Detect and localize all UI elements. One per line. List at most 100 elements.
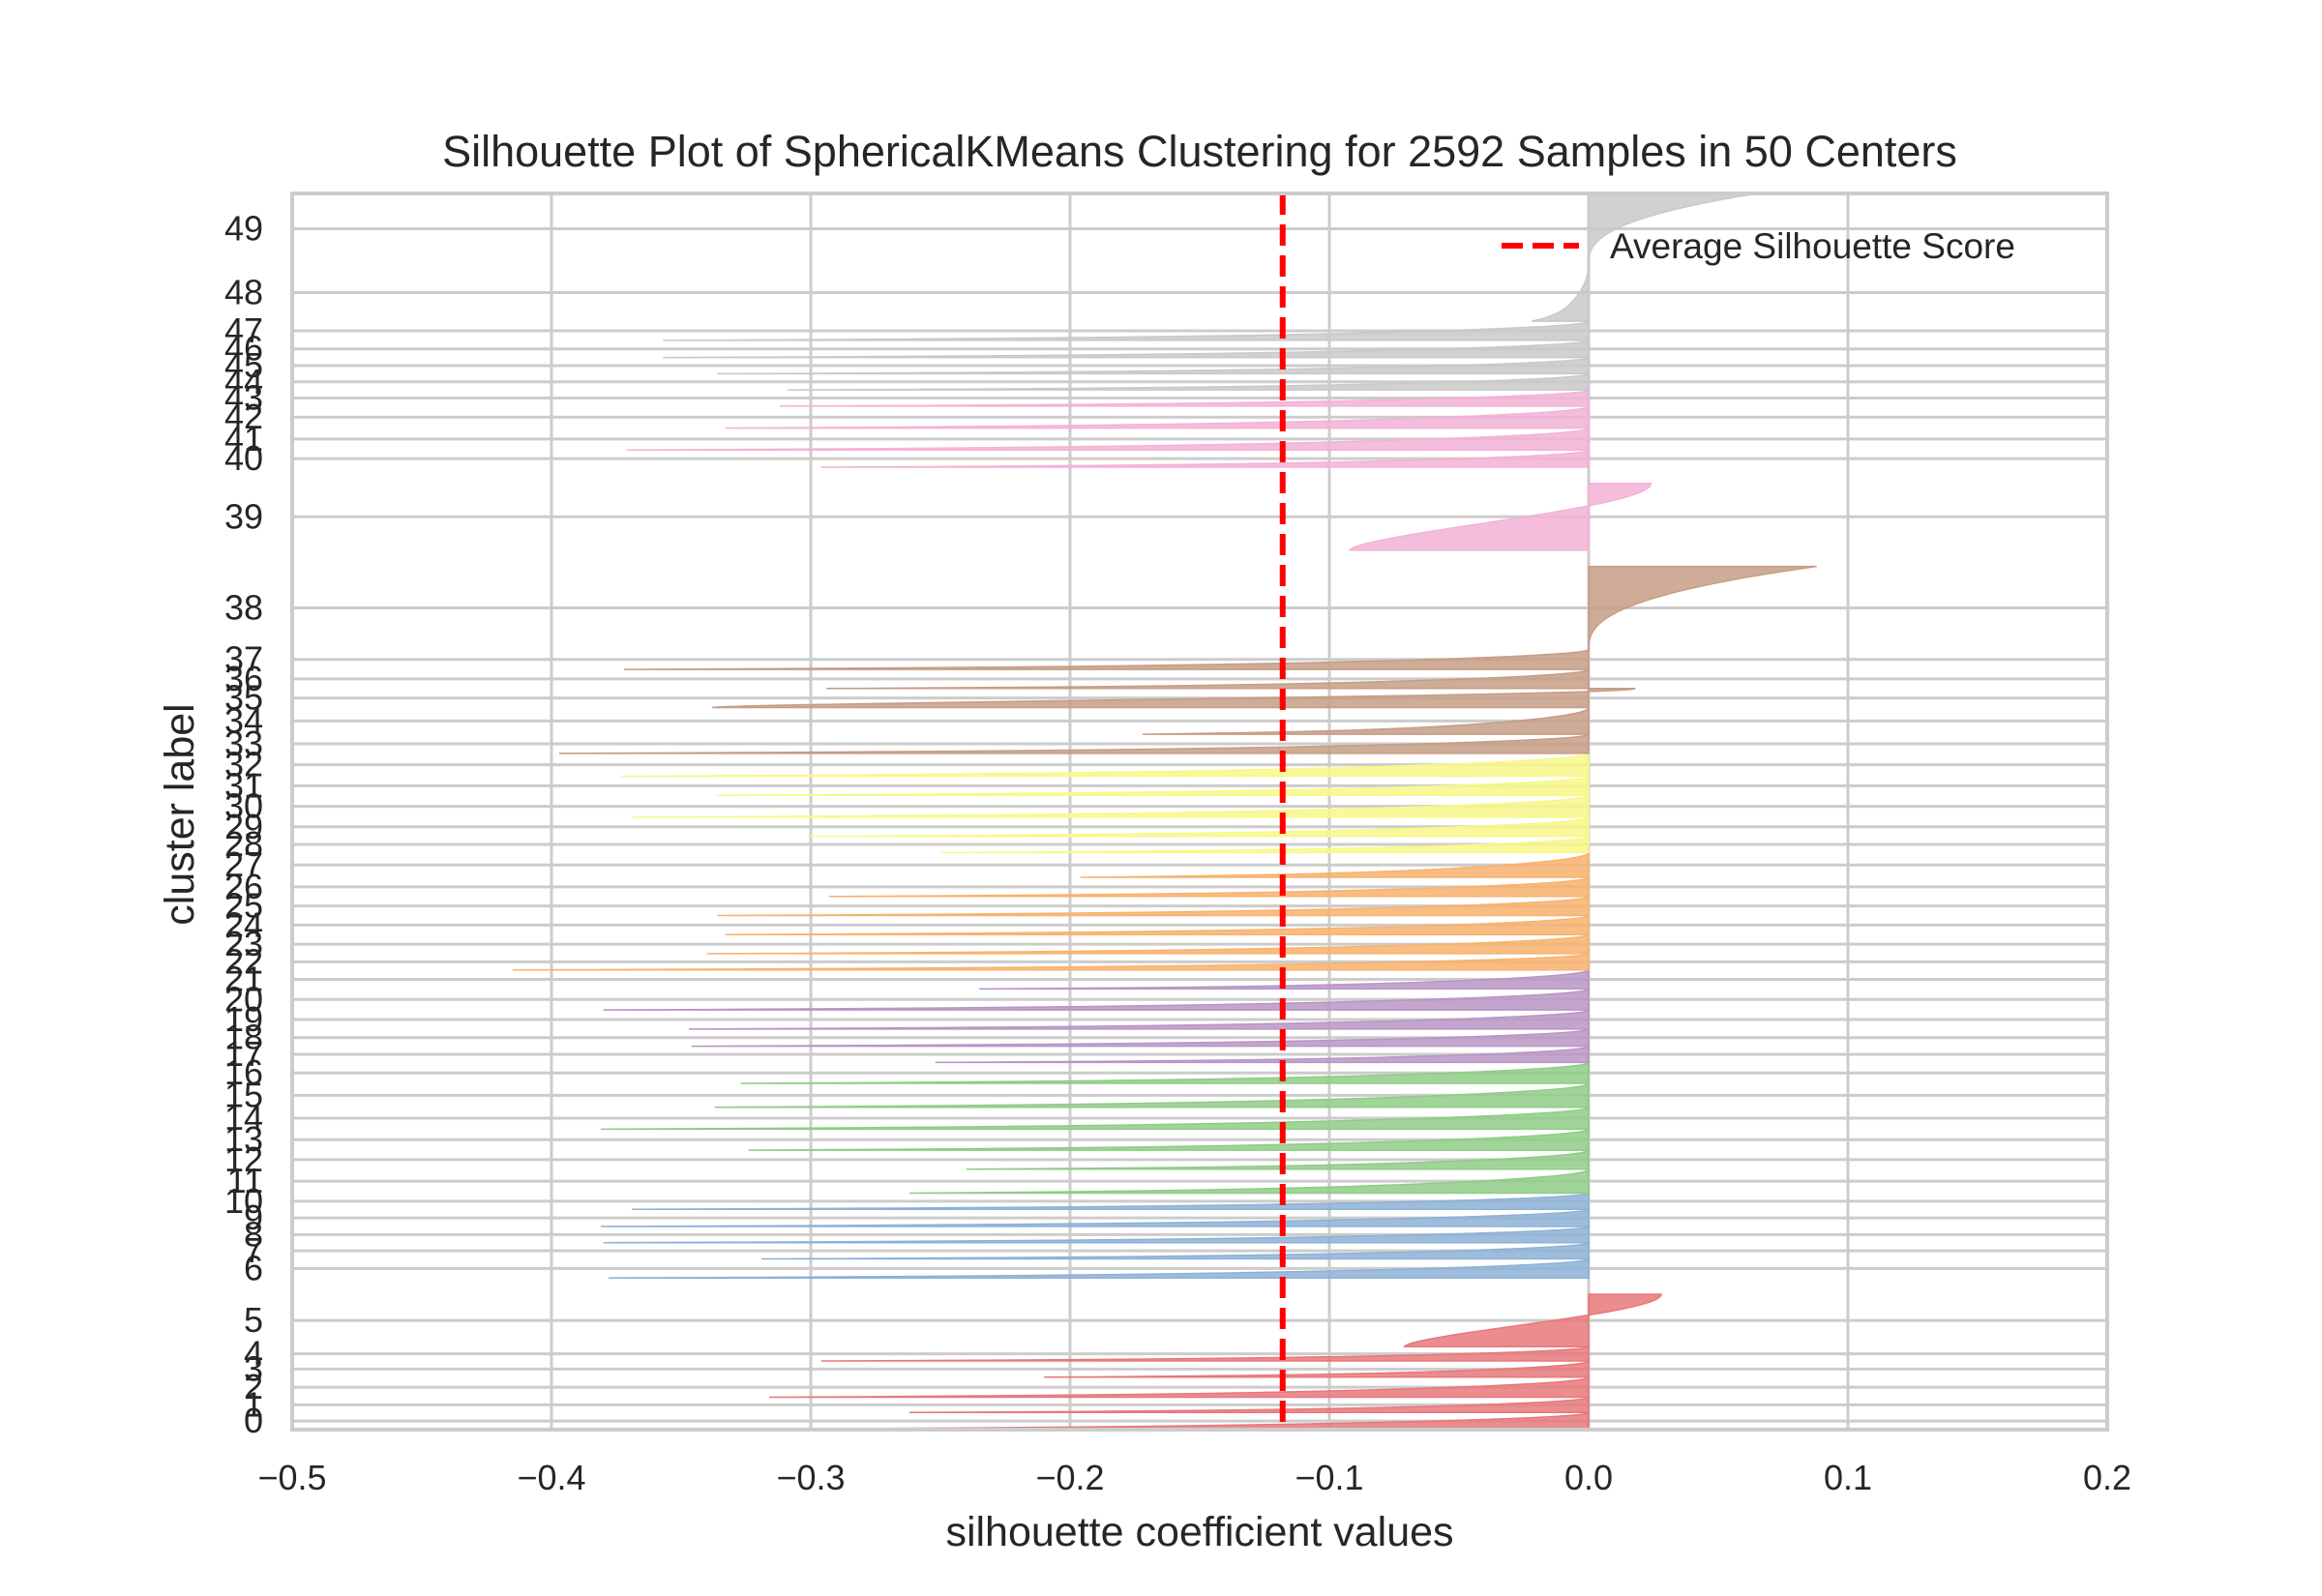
cluster-31-silhouette [717,774,1590,796]
x-tick-label: 0.0 [1564,1458,1613,1497]
x-tick-label: −0.5 [257,1458,326,1497]
cluster-27-silhouette [1080,852,1590,878]
cluster-26-silhouette [828,874,1590,898]
silhouette-bars [512,192,1817,1431]
chart-title: Silhouette Plot of SphericalKMeans Clust… [442,127,1957,176]
cluster-22-silhouette [512,952,1590,971]
y-tick-label: 26 [224,867,263,906]
cluster-8-silhouette [603,1225,1590,1244]
y-tick-label: 27 [224,844,263,884]
cluster-40-silhouette [820,447,1590,468]
cluster-0-silhouette [626,1410,1590,1431]
cluster-49-silhouette [1588,192,1758,264]
y-tick-label: 40 [224,438,263,478]
y-tick-label: 21 [224,960,263,999]
y-tick-label: 48 [224,273,263,312]
cluster-18-silhouette [691,1026,1590,1048]
y-axis-label: cluster label [157,703,203,925]
cluster-35-silhouette [712,688,1636,709]
cluster-43-silhouette [779,388,1590,407]
cluster-45-silhouette [717,355,1590,375]
y-tick-label: 14 [224,1098,263,1138]
y-tick-label: 4 [244,1334,263,1374]
y-tick-label: 9 [244,1197,263,1237]
cluster-25-silhouette [717,894,1590,917]
x-tick-label: −0.4 [517,1458,585,1497]
y-tick-label: 18 [224,1018,263,1057]
y-tick-label: 28 [224,824,263,864]
legend-label-average-score: Average Silhouette Score [1610,226,2015,266]
y-tick-label: 3 [244,1348,263,1388]
cluster-34-silhouette [1143,707,1590,735]
y-tick-label: 13 [224,1119,263,1159]
x-tick-labels: −0.5 −0.4 −0.3 −0.2 −0.1 0.0 0.1 0.2 [257,1458,2131,1497]
cluster-44-silhouette [787,371,1590,391]
cluster-11-silhouette [908,1168,1590,1195]
cluster-21-silhouette [979,969,1590,990]
cluster-19-silhouette [689,1007,1590,1030]
y-tick-label: 25 [224,886,263,926]
y-tick-label: 24 [224,904,263,944]
cluster-13-silhouette [748,1126,1590,1151]
y-tick-label: 35 [224,678,263,718]
cluster-23-silhouette [706,931,1590,955]
y-tick-label: 41 [224,419,263,458]
y-tick-label: 49 [224,208,263,248]
y-tick-label: 10 [224,1181,263,1221]
cluster-6-silhouette [608,1256,1590,1279]
cluster-15-silhouette [714,1080,1590,1108]
cluster-16-silhouette [740,1059,1590,1084]
y-tick-label: 0 [244,1401,263,1440]
cluster-12-silhouette [966,1149,1590,1170]
cluster-48-silhouette [1531,263,1590,322]
x-tick-label: 0.1 [1824,1458,1872,1497]
y-tick-label: 43 [224,378,263,418]
y-tick-label: 22 [224,941,263,981]
y-tick-label: 8 [244,1214,263,1254]
cluster-42-silhouette [725,403,1590,429]
cluster-5-silhouette [1402,1293,1663,1347]
cluster-3-silhouette [1044,1360,1590,1378]
y-tick-label: 37 [224,639,263,679]
plot-border [290,192,2109,1432]
cluster-36-silhouette [826,666,1590,690]
plot-frame [290,192,2109,1432]
cluster-7-silhouette [761,1240,1590,1260]
y-tick-label: 44 [224,362,263,401]
x-tick-label: −0.2 [1035,1458,1104,1497]
cluster-9-silhouette [600,1207,1590,1227]
cluster-14-silhouette [600,1105,1590,1131]
cluster-2-silhouette [769,1374,1590,1399]
y-tick-label: 17 [224,1034,263,1074]
y-tick-label: 34 [224,700,263,740]
y-tick-label: 2 [244,1367,263,1406]
x-tick-label: −0.3 [776,1458,845,1497]
y-tick-label: 47 [224,310,263,350]
y-tick-label: 19 [224,999,263,1039]
cluster-38-silhouette [1588,565,1817,650]
x-tick-label: 0.2 [2083,1458,2131,1497]
cluster-41-silhouette [626,426,1590,452]
cluster-32-silhouette [621,751,1590,778]
y-tick-label: 45 [224,345,263,385]
cluster-33-silhouette [559,732,1590,754]
y-tick-label: 1 [244,1384,263,1424]
y-tick-label: 31 [224,765,263,805]
cluster-4-silhouette [820,1345,1590,1362]
y-tick-label: 36 [224,659,263,698]
x-tick-label: −0.1 [1295,1458,1363,1497]
cluster-47-silhouette [663,318,1590,341]
cluster-30-silhouette [632,792,1590,818]
cluster-29-silhouette [808,814,1590,838]
legend: Average Silhouette Score [1502,226,2015,266]
y-tick-label: 11 [227,1161,263,1200]
x-axis-label: silhouette coefficient values [945,1509,1453,1555]
cluster-46-silhouette [663,338,1590,359]
y-tick-label: 7 [244,1230,263,1270]
cluster-17-silhouette [935,1044,1590,1064]
y-tick-label: 42 [224,397,263,436]
cluster-39-silhouette [1348,483,1652,551]
y-tick-label: 5 [244,1300,263,1340]
